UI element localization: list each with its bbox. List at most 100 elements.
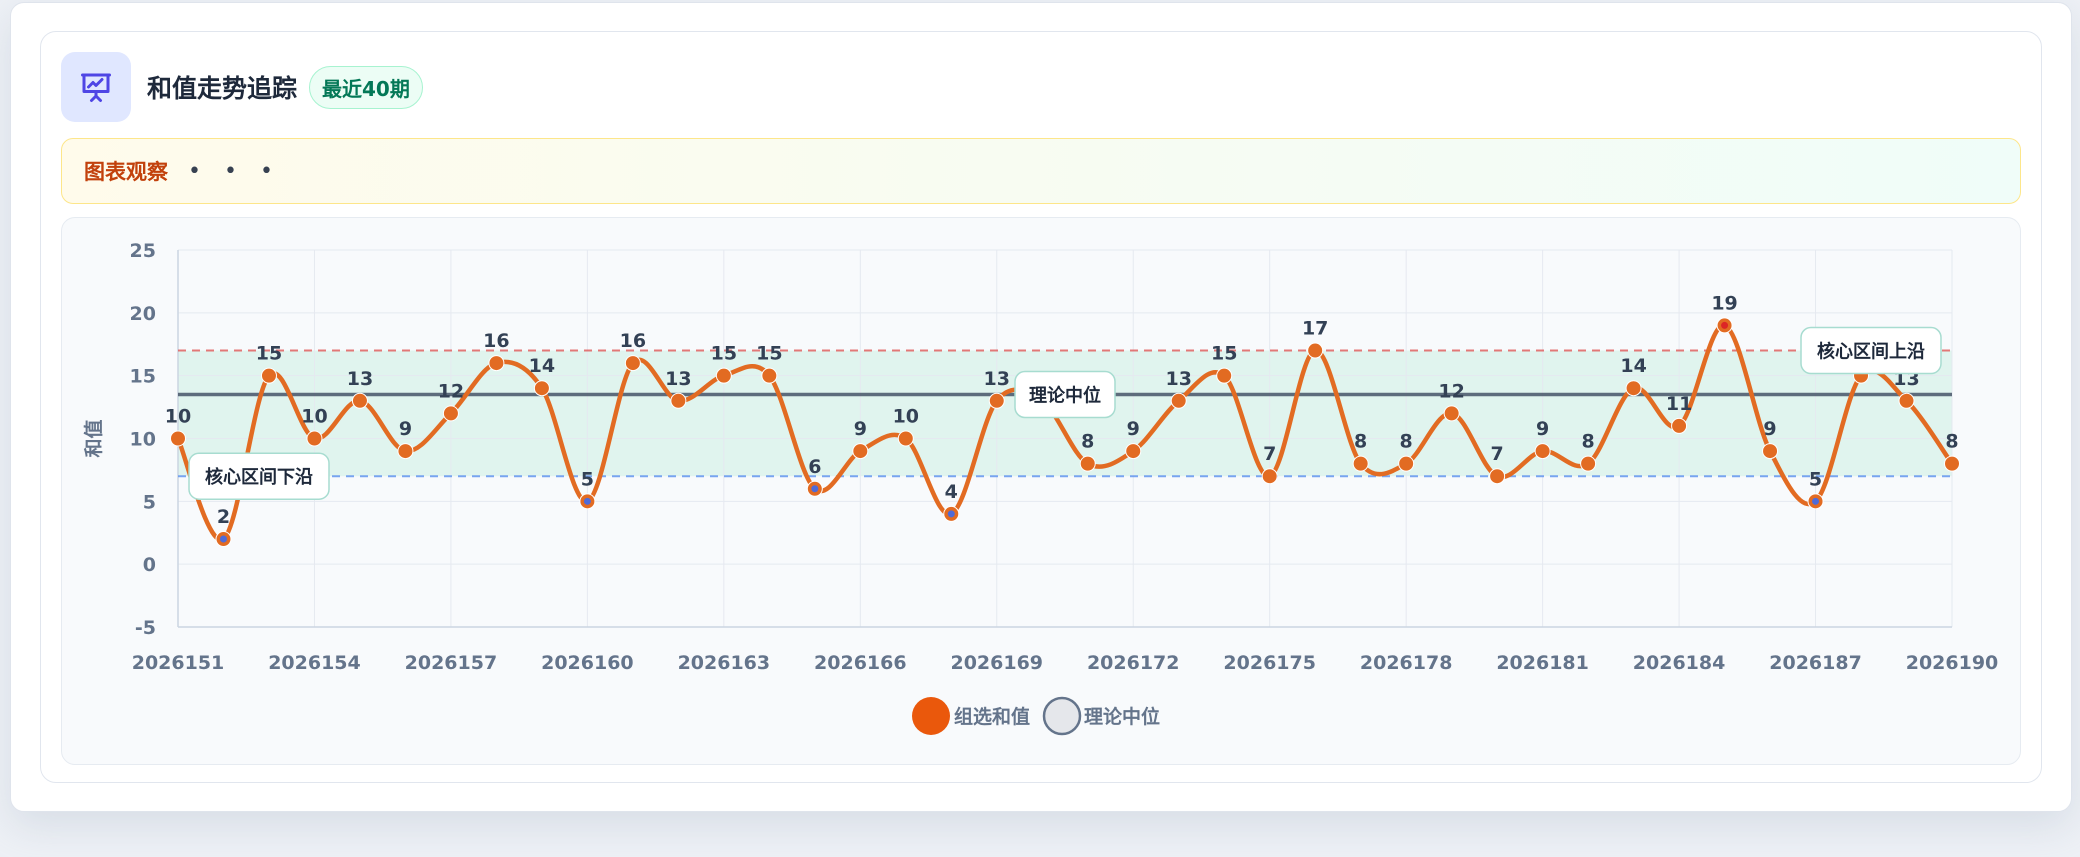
data-label: 13 [984,368,1010,390]
x-tick-label: 2026181 [1496,652,1589,674]
y-tick-label: 10 [130,429,156,451]
annotation-core-lower: 核心区间下沿 [205,466,313,488]
x-tick-label: 2026160 [541,652,634,674]
data-point [1216,367,1233,384]
data-point [1079,455,1096,472]
data-label: 16 [483,330,509,352]
legend-label-series: 组选和值 [954,705,1030,728]
data-point [1170,392,1187,409]
legend-label-median: 理论中位 [1084,705,1160,728]
card-title: 和值走势追踪 [147,74,298,103]
more-dots-icon[interactable]: • • • [188,158,281,184]
data-label: 11 [1666,393,1692,415]
data-label: 14 [1620,355,1646,377]
data-label: 15 [711,343,737,365]
x-tick-label: 2026163 [678,652,771,674]
data-label: 8 [1354,431,1367,453]
data-label: 15 [1211,343,1237,365]
data-label: 12 [438,380,464,402]
data-label: 19 [1711,292,1737,314]
data-point [852,443,869,460]
y-tick-label: 0 [143,554,156,576]
data-point [1489,468,1506,485]
data-point [1580,455,1597,472]
card-header: 和值走势追踪 最近40期 [61,52,423,122]
data-label: 12 [1438,380,1464,402]
y-tick-label: 15 [130,366,156,388]
data-label: 15 [256,343,282,365]
data-point [533,380,550,397]
x-tick-label: 2026154 [268,652,361,674]
observation-bar[interactable]: 图表观察 • • • [61,138,2021,204]
observation-label: 图表观察 [84,160,168,184]
data-point [1671,417,1688,434]
annotation-median-box [1014,370,1116,419]
data-label: 4 [945,481,958,503]
data-point [715,367,732,384]
data-label: 13 [1165,368,1191,390]
data-point [1398,455,1415,472]
legend-swatch-median [1042,696,1082,736]
period-badge: 最近40期 [309,65,423,109]
data-point-marker [1721,321,1729,329]
annotation-core-lower-box [188,452,330,500]
data-label: 16 [620,330,646,352]
data-point-marker [811,485,819,493]
data-point [170,430,186,447]
data-point [260,367,277,384]
y-tick-label: 20 [130,303,156,325]
data-label: 8 [1081,431,1094,453]
data-point [397,443,414,460]
data-point-marker [947,510,955,518]
annotation-median: 理论中位 [1029,385,1101,407]
x-tick-label: 2026166 [814,652,907,674]
y-tick-label: 5 [143,491,156,513]
data-point [1534,443,1551,460]
data-point [1625,380,1642,397]
data-label: 8 [1945,431,1958,453]
data-point [351,392,368,409]
data-point [761,367,778,384]
data-point [1898,392,1915,409]
x-tick-label: 2026178 [1360,652,1453,674]
data-label: 9 [1536,418,1549,440]
data-point [1125,443,1142,460]
chart-presentation-icon [61,52,131,122]
data-point [306,430,323,447]
x-tick-label: 2026151 [132,652,225,674]
data-point-marker [1812,497,1820,505]
chart-panel: 25 20 15 10 5 0 -5 2026151 2026154 2026157 2026160… [61,217,2021,765]
data-point [1944,455,1960,472]
data-label: 6 [808,456,821,478]
x-tick-label: 2026172 [1087,652,1180,674]
x-tick-label: 2026175 [1223,652,1316,674]
x-tick-label: 2026157 [405,652,498,674]
data-point [670,392,687,409]
data-point [1762,443,1779,460]
data-point [988,392,1005,409]
data-label: 13 [665,368,691,390]
data-label: 9 [1127,418,1140,440]
data-point [488,355,505,372]
data-point [1443,405,1460,422]
data-point-marker [583,497,591,505]
data-point [624,355,641,372]
data-label: 10 [893,406,919,428]
data-point [897,430,914,447]
data-label: 7 [1263,443,1276,465]
y-axis-label: 和值 [82,419,105,457]
x-tick-label: 2026169 [950,652,1043,674]
legend-swatch-series [912,697,950,735]
data-point [442,405,459,422]
data-label: 14 [529,355,555,377]
page-container: 和值走势追踪 最近40期 图表观察 • • • 25 20 15 10 5 0 -5 2026… [10,2,2072,812]
data-label: 10 [165,406,191,428]
x-tick-label: 2026190 [1906,652,1999,674]
data-point [1261,468,1278,485]
x-tick-label: 2026187 [1769,652,1862,674]
data-label: 9 [399,418,412,440]
data-label: 17 [1302,318,1328,340]
data-label: 9 [1763,418,1776,440]
data-label: 7 [1491,443,1504,465]
